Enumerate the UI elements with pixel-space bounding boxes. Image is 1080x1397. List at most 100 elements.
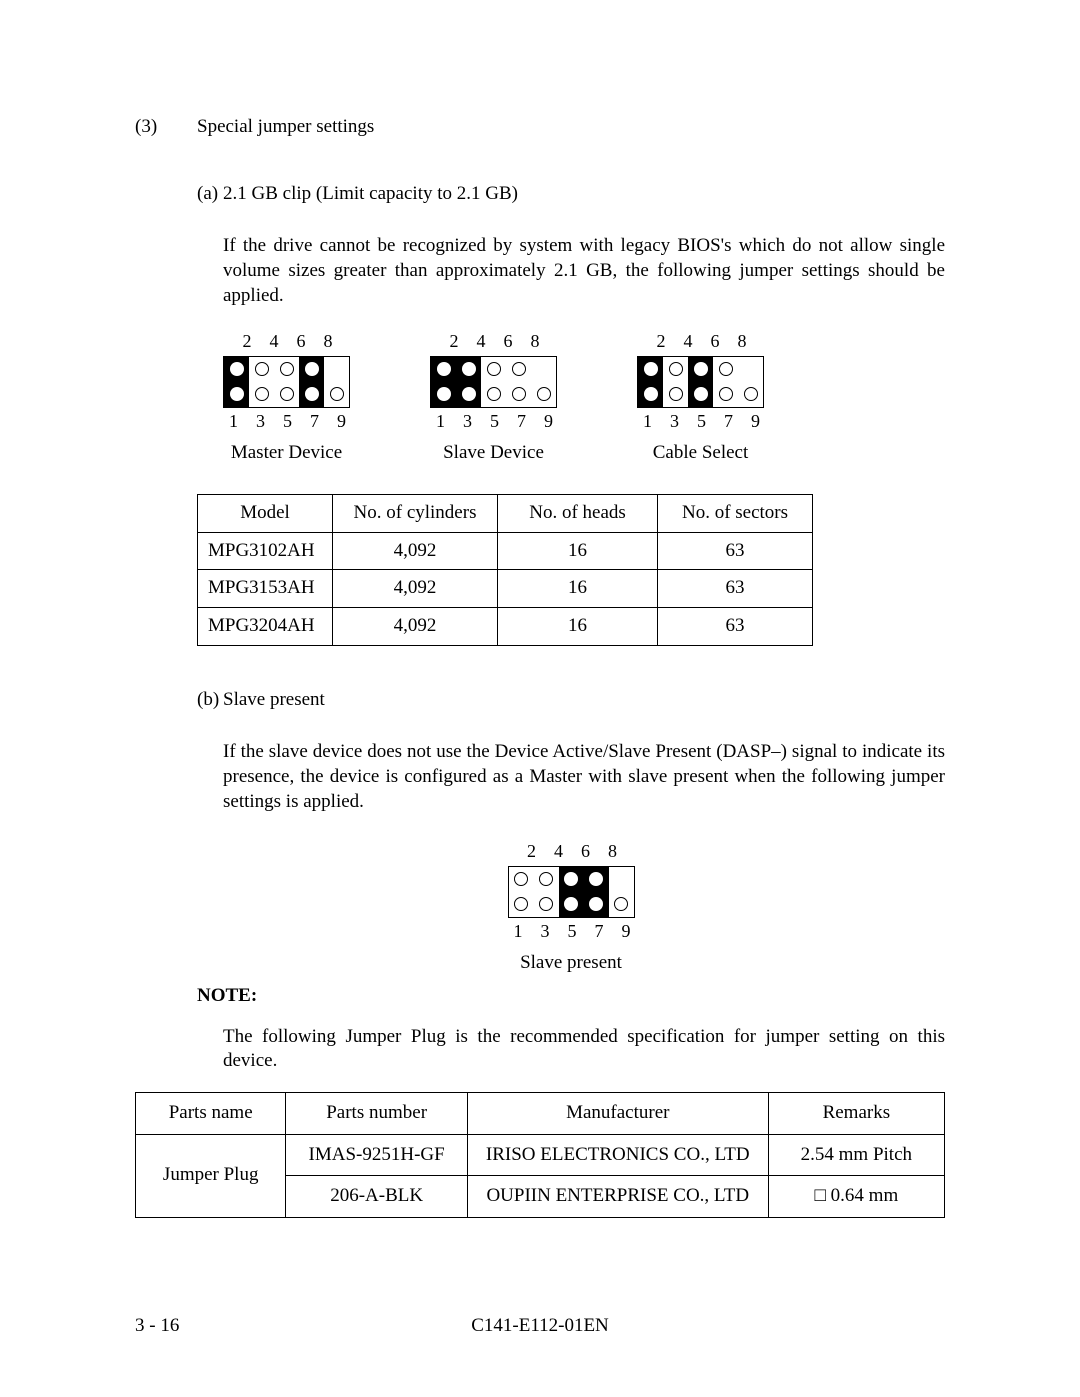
jumper-box: [430, 356, 557, 408]
jumper-empty: [324, 357, 349, 382]
table-cell: 4,092: [333, 532, 498, 570]
table-cell: 63: [658, 607, 813, 645]
table-cell: 63: [658, 532, 813, 570]
page-footer: 3 - 16 C141-E112-01EN: [135, 1314, 945, 1339]
jumper-pin: [531, 382, 556, 407]
parts-table: Parts nameParts numberManufacturerRemark…: [135, 1092, 945, 1218]
pin-label-bottom: 9: [335, 410, 348, 433]
jumper-pin: [559, 867, 584, 892]
note-text: The following Jumper Plug is the recomme…: [197, 1025, 945, 1074]
pin-label-bottom: 1: [434, 410, 447, 433]
jumper-pin: [584, 892, 609, 917]
pin-label-top: 2: [655, 330, 668, 353]
jumper-pin: [481, 357, 506, 382]
pin-label-top: 6: [502, 330, 515, 353]
page-number: 3 - 16: [135, 1314, 255, 1339]
jumper-box: [508, 866, 635, 918]
jumper-pin: [509, 867, 534, 892]
pin-label-bottom: 1: [641, 410, 654, 433]
table-header: Remarks: [768, 1092, 944, 1134]
jumper-pin: [431, 357, 456, 382]
pin-label-top: 2: [525, 840, 538, 863]
jumper-pin: [456, 357, 481, 382]
table-header: No. of sectors: [658, 494, 813, 532]
table-cell: □ 0.64 mm: [768, 1176, 944, 1218]
pin-label-bottom: 3: [539, 920, 552, 943]
jumper-diagram-b-wrap: 246813579Slave present: [197, 840, 945, 975]
table-row: MPG3102AH4,0921663: [198, 532, 813, 570]
pin-label-bottom: 9: [749, 410, 762, 433]
sub-a-title: 2.1 GB clip (Limit capacity to 2.1 GB): [223, 182, 518, 207]
jumper-pin: [638, 382, 663, 407]
jumper-pin: [584, 867, 609, 892]
pin-label-top: 4: [682, 330, 695, 353]
jumper-pin: [299, 382, 324, 407]
jumper-pin: [509, 892, 534, 917]
pin-label-bottom: 3: [461, 410, 474, 433]
jumper-pin: [638, 357, 663, 382]
table-row: MPG3153AH4,0921663: [198, 570, 813, 608]
jumper-pin: [713, 357, 738, 382]
pin-label-top: 8: [736, 330, 749, 353]
page: (3) Special jumper settings (a) 2.1 GB c…: [0, 0, 1080, 1397]
jumper-diagrams-a: 246813579Master Device246813579Slave Dev…: [197, 330, 945, 465]
pin-label-top: 2: [241, 330, 254, 353]
pin-label-top: 8: [529, 330, 542, 353]
jumper-box: [637, 356, 764, 408]
pin-label-bottom: 5: [566, 920, 579, 943]
model-table: ModelNo. of cylindersNo. of headsNo. of …: [197, 494, 813, 646]
table-row: MPG3204AH4,0921663: [198, 607, 813, 645]
pin-label-top: 4: [552, 840, 565, 863]
jumper-caption: Slave Device: [443, 441, 544, 466]
pin-label-bottom: 9: [620, 920, 633, 943]
jumper-caption: Master Device: [231, 441, 342, 466]
table-cell: IMAS-9251H-GF: [286, 1134, 468, 1176]
table-a-wrap: ModelNo. of cylindersNo. of headsNo. of …: [135, 494, 945, 646]
jumper-pin: [324, 382, 349, 407]
section-heading: (3) Special jumper settings: [135, 115, 945, 140]
pin-label-bottom: 5: [281, 410, 294, 433]
note-block: NOTE: The following Jumper Plug is the r…: [135, 984, 945, 1074]
jumper-pin: [224, 357, 249, 382]
jumper-diagram: 246813579Master Device: [223, 330, 350, 465]
table-header: Manufacturer: [467, 1092, 768, 1134]
note-label: NOTE:: [197, 984, 277, 1009]
section-title: Special jumper settings: [197, 115, 374, 140]
table-row: Jumper PlugIMAS-9251H-GFIRISO ELECTRONIC…: [136, 1134, 945, 1176]
jumper-pin: [534, 867, 559, 892]
jumper-pin: [506, 382, 531, 407]
pin-label-bottom: 3: [254, 410, 267, 433]
jumper-pin: [688, 382, 713, 407]
jumper-pin: [274, 357, 299, 382]
jumper-pin: [431, 382, 456, 407]
table-header: No. of cylinders: [333, 494, 498, 532]
pin-label-top: 4: [268, 330, 281, 353]
jumper-pin: [506, 357, 531, 382]
table-cell: 4,092: [333, 570, 498, 608]
jumper-pin: [663, 357, 688, 382]
jumper-pin: [713, 382, 738, 407]
pin-label-bottom: 7: [515, 410, 528, 433]
table-cell: MPG3204AH: [198, 607, 333, 645]
jumper-diagram: 246813579Slave Device: [430, 330, 557, 465]
section-number: (3): [135, 115, 197, 140]
pin-label-top: 8: [606, 840, 619, 863]
jumper-diagram: 246813579Slave present: [508, 840, 635, 975]
table-header: No. of heads: [498, 494, 658, 532]
jumper-pin: [688, 357, 713, 382]
pin-label-top: 6: [295, 330, 308, 353]
jumper-caption: Slave present: [520, 951, 622, 976]
jumper-empty: [738, 357, 763, 382]
sub-a-paragraph: If the drive cannot be recognized by sys…: [197, 234, 945, 308]
table-cell: 206-A-BLK: [286, 1176, 468, 1218]
jumper-diagram: 246813579Cable Select: [637, 330, 764, 465]
pin-label-top: 6: [579, 840, 592, 863]
table-cell: MPG3102AH: [198, 532, 333, 570]
pin-label-bottom: 1: [512, 920, 525, 943]
table-header: Parts number: [286, 1092, 468, 1134]
jumper-empty: [609, 867, 634, 892]
jumper-box: [223, 356, 350, 408]
sub-b-paragraph: If the slave device does not use the Dev…: [197, 740, 945, 814]
table-cell: MPG3153AH: [198, 570, 333, 608]
pin-label-bottom: 3: [668, 410, 681, 433]
